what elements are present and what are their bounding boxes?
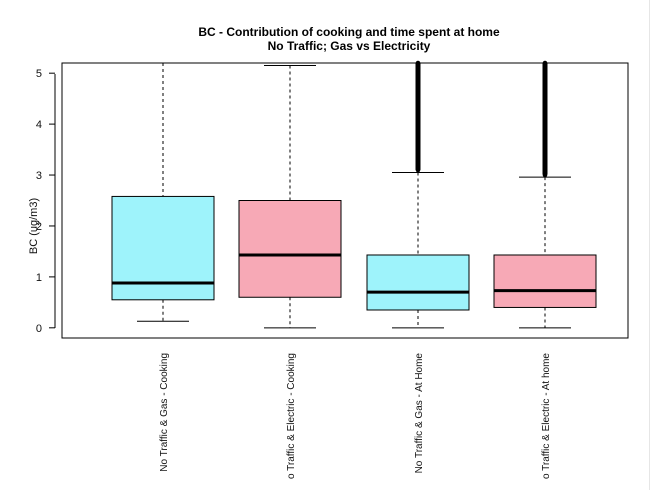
outlier-stack-3: [415, 63, 421, 170]
box-2: [238, 200, 342, 298]
box-3: [366, 254, 470, 311]
boxes-layer: [111, 60, 597, 329]
x-category-label-3: No Traffic & Gas - At Home: [414, 353, 425, 474]
box-group-3: [366, 60, 470, 329]
plot-frame: [61, 62, 629, 339]
outlier-stack-4: [542, 63, 548, 175]
x-labels: No Traffic & Gas - Cooking o Traffic & El…: [159, 353, 552, 479]
right-divider: [649, 0, 650, 490]
y-tick-label-1: 1: [36, 272, 42, 284]
y-ticks: 0 1 2 3 4 5: [36, 68, 55, 335]
box-4: [493, 254, 597, 308]
x-category-label-2: o Traffic & Electric - Cooking: [286, 353, 297, 479]
y-tick-label-4: 4: [36, 119, 42, 131]
y-tick-label-0: 0: [36, 323, 42, 335]
chart-subtitle: No Traffic; Gas vs Electricity: [268, 39, 431, 53]
y-tick-label-5: 5: [36, 68, 42, 80]
box-group-1: [111, 62, 215, 322]
y-axis-label: BC (ug/m3): [28, 198, 40, 254]
box-group-2: [238, 65, 342, 329]
box-group-4: [493, 60, 597, 329]
y-tick-label-3: 3: [36, 170, 42, 182]
x-category-label-1: No Traffic & Gas - Cooking: [159, 353, 170, 472]
chart-title: BC - Contribution of cooking and time sp…: [198, 25, 500, 39]
x-category-label-4: o Traffic & Electric - At home: [541, 353, 552, 479]
y-tick-label-2: 2: [36, 221, 42, 233]
